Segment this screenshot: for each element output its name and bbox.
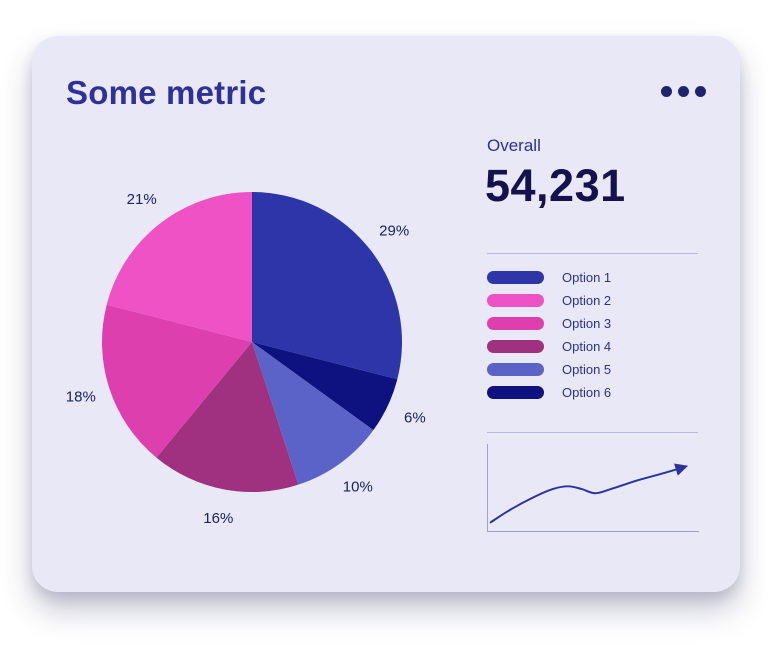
legend-item[interactable]: Option 6 — [487, 385, 611, 400]
legend-swatch — [487, 340, 544, 353]
pie-slice-option-2[interactable] — [106, 191, 253, 342]
pie-slice-label: 16% — [203, 510, 233, 527]
legend-label: Option 5 — [562, 362, 612, 377]
pie-slice-label: 10% — [343, 479, 373, 496]
trend-chart-svg — [489, 463, 689, 524]
legend-item[interactable]: Option 5 — [487, 362, 611, 377]
pie-slice-option-6[interactable] — [252, 342, 398, 431]
legend-swatch — [487, 363, 544, 376]
pie-chart-svg: 29% 6% 10% 16% 18% 21% — [66, 191, 426, 527]
pie-slice-label: 21% — [127, 191, 157, 208]
legend-item[interactable]: Option 4 — [487, 339, 611, 354]
legend-swatch — [487, 294, 544, 307]
pie-slice-option-5[interactable] — [252, 342, 374, 485]
legend: Option 1 Option 2 Option 3 Option 4 Option 5… — [487, 270, 611, 400]
legend-item[interactable]: Option 1 — [487, 270, 611, 285]
kebab-dot — [695, 86, 706, 97]
pie-slice-option-3[interactable] — [101, 304, 252, 458]
kebab-menu-icon[interactable] — [661, 86, 706, 97]
pie-slice-label: 18% — [66, 389, 96, 406]
pie-slice-label: 29% — [379, 223, 409, 240]
pie-slice-option-4[interactable] — [156, 342, 299, 493]
pie-slice-option-1[interactable] — [252, 192, 403, 380]
overall-value: 54,231 — [485, 160, 626, 211]
legend-swatch — [487, 271, 544, 284]
pie-slice-label: 6% — [404, 410, 426, 427]
overall-label: Overall — [487, 136, 541, 155]
legend-label: Option 1 — [562, 270, 612, 285]
divider — [487, 253, 698, 254]
legend-label: Option 2 — [562, 293, 612, 308]
card-title: Some metric — [66, 74, 267, 111]
legend-label: Option 6 — [562, 385, 612, 400]
legend-label: Option 4 — [562, 339, 612, 354]
legend-item[interactable]: Option 3 — [487, 316, 611, 331]
kebab-dot — [661, 86, 672, 97]
legend-swatch — [487, 386, 544, 399]
metric-card: Some metric 29% 6% 10% 16% 18% 21% Overall 54… — [32, 36, 740, 592]
legend-item[interactable]: Option 2 — [487, 293, 611, 308]
trend-sparkline — [487, 444, 699, 532]
legend-label: Option 3 — [562, 316, 612, 331]
legend-swatch — [487, 317, 544, 330]
trend-line — [489, 463, 689, 524]
divider — [487, 432, 698, 433]
kebab-dot — [678, 86, 689, 97]
